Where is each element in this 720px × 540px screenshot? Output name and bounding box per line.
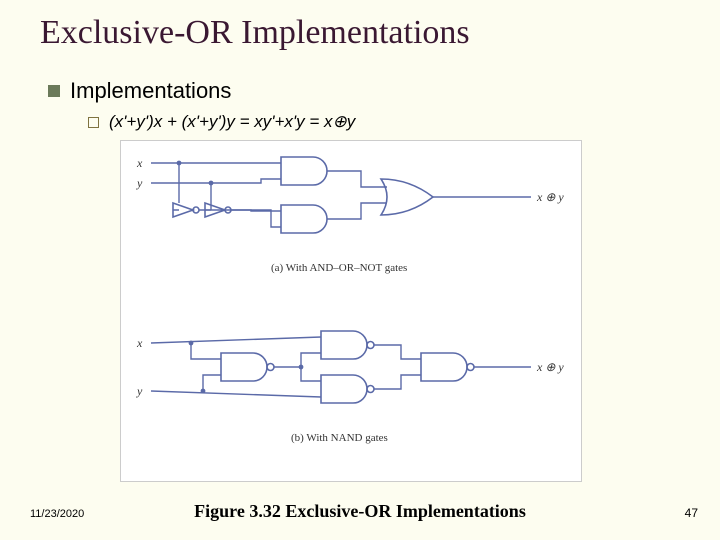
page-number: 47 <box>685 506 698 520</box>
svg-text:(a) With AND–OR–NOT gates: (a) With AND–OR–NOT gates <box>271 262 407 274</box>
figure-diagram: xyx ⊕ y(a) With AND–OR–NOT gatesxyx ⊕ y(… <box>120 140 582 482</box>
svg-text:x: x <box>136 156 143 170</box>
svg-text:y: y <box>136 384 143 398</box>
bullet-level1: Implementations <box>48 78 231 104</box>
figure-caption: Figure 3.32 Exclusive-OR Implementations <box>0 501 720 522</box>
bullet-square-icon <box>48 85 60 97</box>
svg-text:y: y <box>136 176 143 190</box>
bullet-level2: (x'+y')x + (x'+y')y = xy'+x'y = x⊕y <box>88 112 355 132</box>
bullet-level2-text: (x'+y')x + (x'+y')y = xy'+x'y = x⊕y <box>109 112 355 132</box>
svg-text:x: x <box>136 336 143 350</box>
svg-text:x ⊕ y: x ⊕ y <box>536 190 564 204</box>
circuit-svg: xyx ⊕ y(a) With AND–OR–NOT gatesxyx ⊕ y(… <box>121 141 581 481</box>
svg-text:(b) With NAND gates: (b) With NAND gates <box>291 432 388 444</box>
slide-title: Exclusive-OR Implementations <box>40 14 470 52</box>
bullet-level1-text: Implementations <box>70 78 231 104</box>
svg-text:x ⊕ y: x ⊕ y <box>536 360 564 374</box>
slide: Exclusive-OR Implementations Implementat… <box>0 0 720 540</box>
bullet-hollow-square-icon <box>88 117 99 128</box>
